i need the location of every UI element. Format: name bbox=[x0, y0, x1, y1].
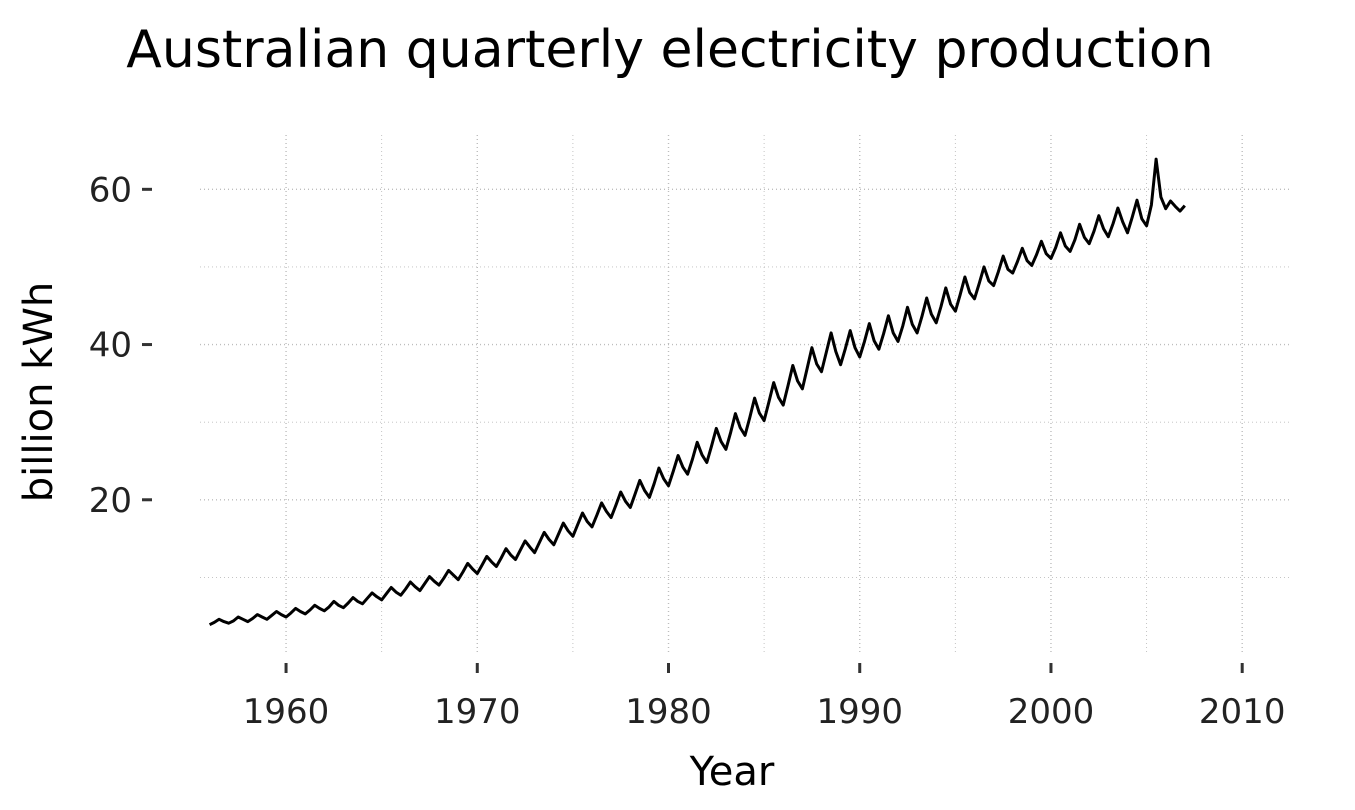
y-axis-title: billion kWh bbox=[16, 282, 62, 502]
x-tick-label: 1960 bbox=[243, 692, 330, 732]
x-tick-label: 1980 bbox=[625, 692, 712, 732]
axes: 1960 1970 1980 1990 2000 2010 20 40 60 bbox=[89, 170, 1286, 732]
y-tick-label: 20 bbox=[89, 481, 132, 521]
x-tick-label: 1990 bbox=[816, 692, 903, 732]
series-line bbox=[208, 157, 1186, 627]
x-tick-label: 1970 bbox=[434, 692, 521, 732]
y-tick-label: 40 bbox=[89, 326, 132, 366]
chart-title: Australian quarterly electricity product… bbox=[126, 20, 1214, 80]
gridlines bbox=[200, 135, 1290, 655]
x-tick-label: 2000 bbox=[1008, 692, 1095, 732]
x-tick-label: 2010 bbox=[1199, 692, 1286, 732]
y-tick-label: 60 bbox=[89, 170, 132, 210]
x-axis-title: Year bbox=[689, 749, 775, 795]
